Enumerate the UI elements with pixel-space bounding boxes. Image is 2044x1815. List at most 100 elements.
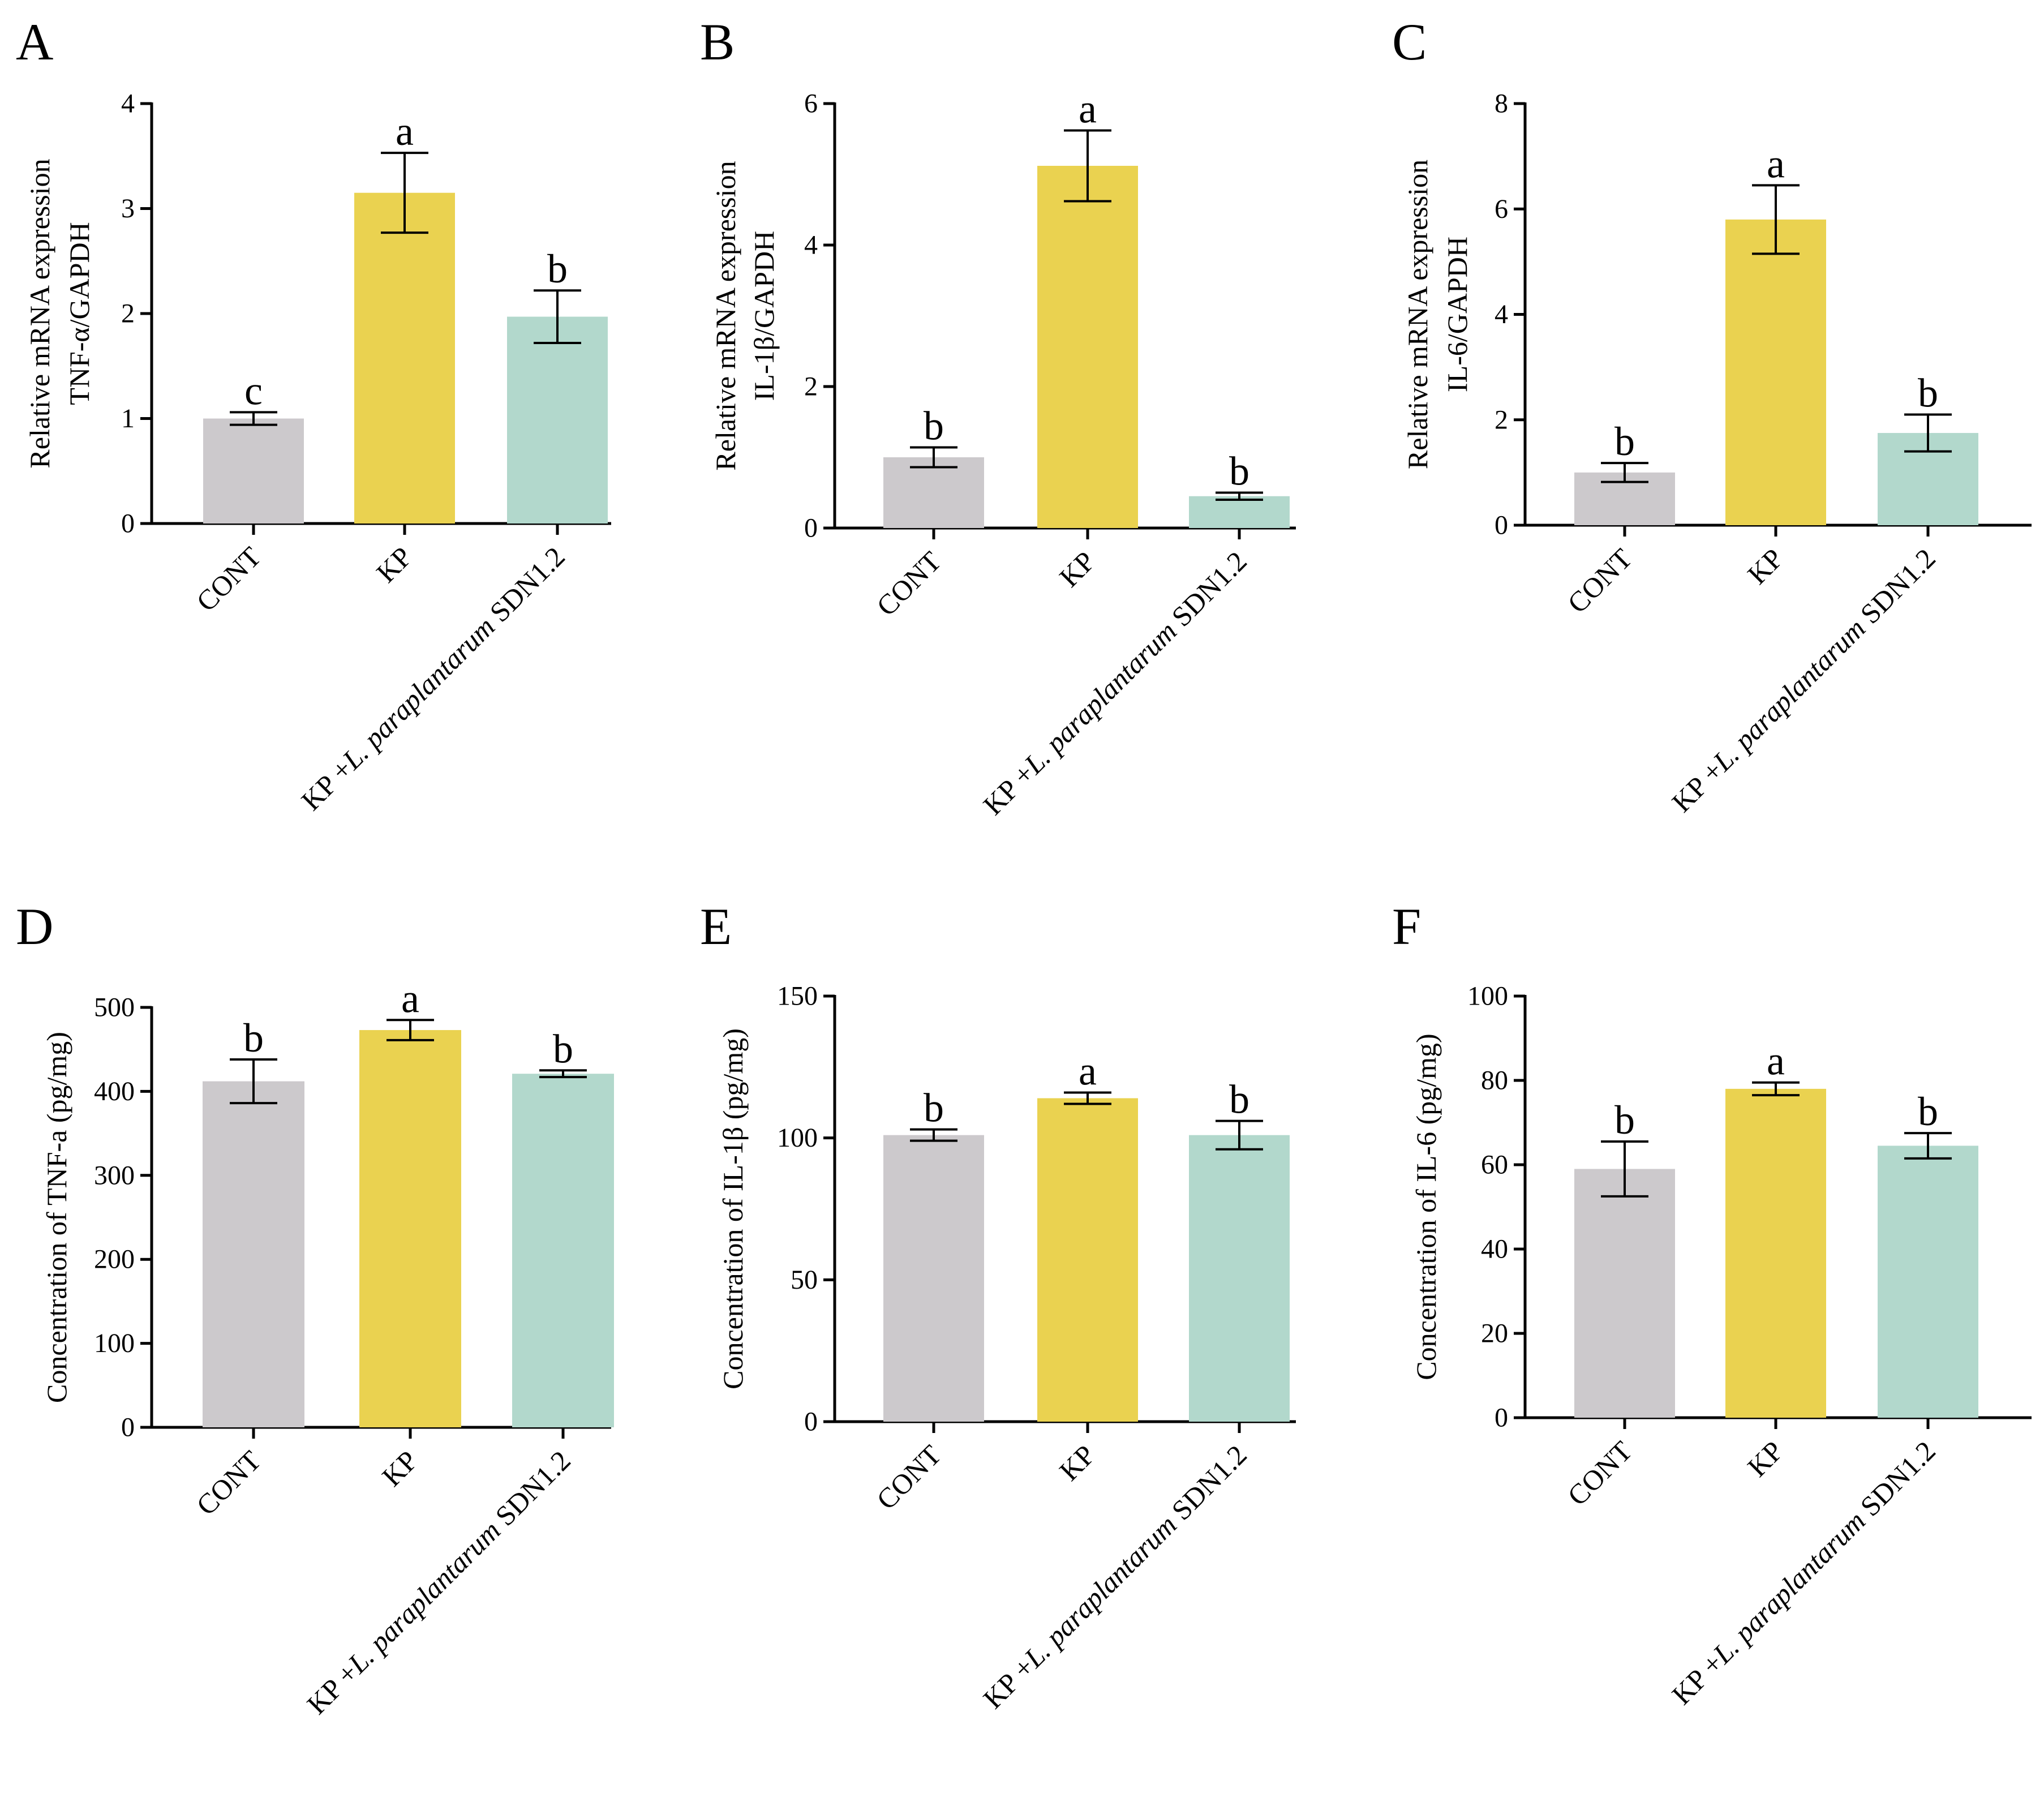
error-bar-kp [1752,184,1800,255]
significance-letter-kp-lp-sdn: b [1229,1077,1249,1122]
category-label-kp-lp-sdn: KP +L. paraplantarum SDN1.2 [300,1444,576,1720]
bar-kp [1725,1088,1826,1418]
significance-letter-cont: b [243,1015,264,1061]
significance-letter-kp: a [396,109,414,154]
y-tick-label: 60 [1481,1150,1508,1180]
y-axis-label: IL-6/GAPDH [1441,237,1473,392]
y-tick-label: 0 [804,513,818,543]
category-label-kp: KP [1053,1439,1101,1487]
panel-a-letter: A [16,13,53,71]
significance-letter-kp: a [1767,1039,1785,1084]
significance-letter-kp: a [1079,1048,1097,1093]
panel-f-letter: F [1392,898,1421,955]
significance-letter-kp: a [1079,87,1097,132]
panel-d-letter: D [16,898,53,955]
error-bar-cont [230,1058,277,1105]
significance-letter-kp-lp-sdn: b [553,1026,573,1071]
y-tick-label: 4 [121,89,135,119]
bar-kp [354,192,455,524]
bar-cont [1574,1169,1675,1418]
bar-kp-lp-sdn [507,316,608,524]
category-label-cont: CONT [1561,1435,1638,1512]
category-label-cont: CONT [870,545,947,622]
category-label-kp: KP [376,1444,424,1492]
bar-kp-lp-sdn [512,1074,614,1427]
y-axis-label: Concentration of IL-6 (pg/mg) [1410,1033,1442,1380]
category-label-kp: KP [1741,1435,1789,1483]
y-tick-label: 0 [1495,510,1508,540]
y-tick-label: 2 [121,299,135,329]
category-label-cont: CONT [190,1444,267,1521]
y-axis-label: Concentration of IL-1β (pg/mg) [717,1028,749,1389]
y-tick-label: 0 [804,1407,818,1437]
y-tick-label: 0 [121,1413,135,1443]
bar-cont [883,1135,984,1422]
y-tick-label: 3 [121,194,135,224]
error-bar-cont [1601,1140,1648,1198]
significance-letter-kp: a [1767,141,1785,186]
significance-letter-cont: b [1614,419,1635,464]
significance-letter-kp: a [401,976,419,1021]
bar-cont [203,1081,304,1427]
panel-c-letter: C [1392,13,1427,71]
significance-letter-cont: b [924,1085,944,1131]
bar-kp-lp-sdn [1189,1135,1290,1422]
y-tick-label: 4 [804,230,818,260]
error-bar-kp-lp-sdn [1216,491,1263,501]
y-tick-label: 0 [1495,1403,1508,1433]
error-bar-kp-lp-sdn [534,289,581,344]
bar-kp-lp-sdn [1878,1145,1978,1418]
error-bar-kp-lp-sdn [1216,1119,1263,1151]
y-axis-label: IL-1β/GAPDH [748,231,780,401]
bar-cont [203,418,304,524]
y-axis-label: Concentration of TNF-a (pg/mg) [41,1032,72,1403]
category-label-cont: CONT [190,540,267,617]
y-tick-label: 2 [1495,405,1508,435]
y-tick-label: 2 [804,372,818,402]
error-bar-cont [230,411,277,426]
category-label-kp: KP [370,540,418,589]
error-bar-cont [910,1128,957,1142]
category-label-cont: CONT [1561,542,1638,619]
y-tick-label: 100 [777,1123,818,1153]
error-bar-kp-lp-sdn [1904,1132,1952,1160]
panel-e: E Concentration of IL-1β (pg/mg) 0 50 100 150… [700,898,1296,1715]
error-bar-kp [387,1019,434,1041]
category-label-kp-lp-sdn: KP +L. paraplantarum SDN1.2 [295,540,570,816]
panel-c: C Relative mRNA expression IL-6/GAPDH 0 2 4 6 8… [1392,13,2032,818]
category-label-kp-lp-sdn: KP +L. paraplantarum SDN1.2 [977,545,1252,821]
y-tick-label: 20 [1481,1319,1508,1349]
y-tick-label: 4 [1495,299,1508,329]
category-label-kp: KP [1741,542,1789,590]
y-tick-label: 40 [1481,1234,1508,1264]
y-axis-label: Relative mRNA expression [710,161,741,470]
significance-letter-kp-lp-sdn: b [1229,449,1249,494]
panel-f: F Concentration of IL-6 (pg/mg) 0 20 40 60 80 1… [1392,898,2032,1711]
significance-letter-cont: c [244,368,263,413]
y-tick-label: 500 [94,993,135,1023]
error-bar-kp [1064,1091,1111,1105]
y-tick-label: 8 [1495,89,1508,119]
y-tick-label: 300 [94,1160,135,1190]
significance-letter-kp-lp-sdn: b [547,246,568,291]
panel-e-letter: E [700,898,732,955]
y-tick-label: 80 [1481,1066,1508,1096]
panel-b-letter: B [700,13,735,71]
error-bar-kp [1752,1081,1800,1097]
y-axis-label: TNF-α/GAPDH [63,222,95,405]
error-bar-kp-lp-sdn [539,1069,587,1079]
error-bar-kp-lp-sdn [1904,413,1952,453]
panel-d: D Concentration of TNF-a (pg/mg) 0 100 200 30… [16,898,614,1720]
y-tick-label: 6 [1495,194,1508,224]
category-label-cont: CONT [870,1439,947,1516]
bar-kp [1725,219,1826,525]
category-label-kp-lp-sdn: KP +L. paraplantarum SDN1.2 [977,1439,1252,1714]
y-tick-label: 400 [94,1076,135,1106]
significance-letter-kp-lp-sdn: b [1918,1089,1938,1134]
y-tick-label: 0 [121,509,135,539]
significance-letter-kp-lp-sdn: b [1918,370,1938,415]
bar-cont [883,457,984,528]
error-bar-kp [1064,129,1111,203]
y-tick-label: 100 [1467,981,1508,1011]
